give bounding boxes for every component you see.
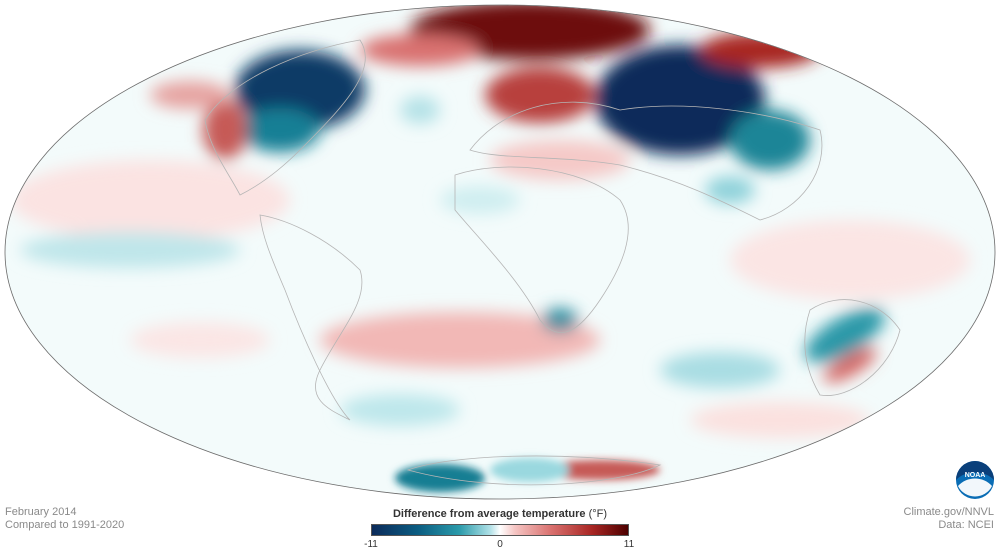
credit-site: Climate.gov/NNVL xyxy=(903,506,994,518)
noaa-logo-icon: NOAA xyxy=(956,461,994,499)
noaa-logo-text: NOAA xyxy=(965,472,986,479)
caption-date: February 2014 xyxy=(5,506,77,518)
continent-outlines xyxy=(204,39,901,486)
legend-title: Difference from average temperature (°F) xyxy=(350,508,650,520)
caption-baseline: Compared to 1991-2020 xyxy=(5,519,125,531)
legend-mid-label: 0 xyxy=(497,539,503,550)
anomaly-field xyxy=(5,5,995,499)
credits: Climate.gov/NNVL Data: NCEI xyxy=(904,506,994,532)
caption: February 2014 Compared to 1991-2020 xyxy=(5,506,124,532)
legend-title-text: Difference from average temperature xyxy=(392,508,586,520)
legend-min-label: -11 xyxy=(364,539,378,550)
color-legend: Difference from average temperature (°F)… xyxy=(350,508,650,554)
credit-source: Data: NCEI xyxy=(938,519,994,531)
temperature-anomaly-map xyxy=(4,4,996,500)
map-border xyxy=(4,4,996,500)
legend-unit: (°F) xyxy=(588,508,608,520)
legend-color-bar xyxy=(371,524,629,536)
legend-max-label: 11 xyxy=(623,539,635,550)
